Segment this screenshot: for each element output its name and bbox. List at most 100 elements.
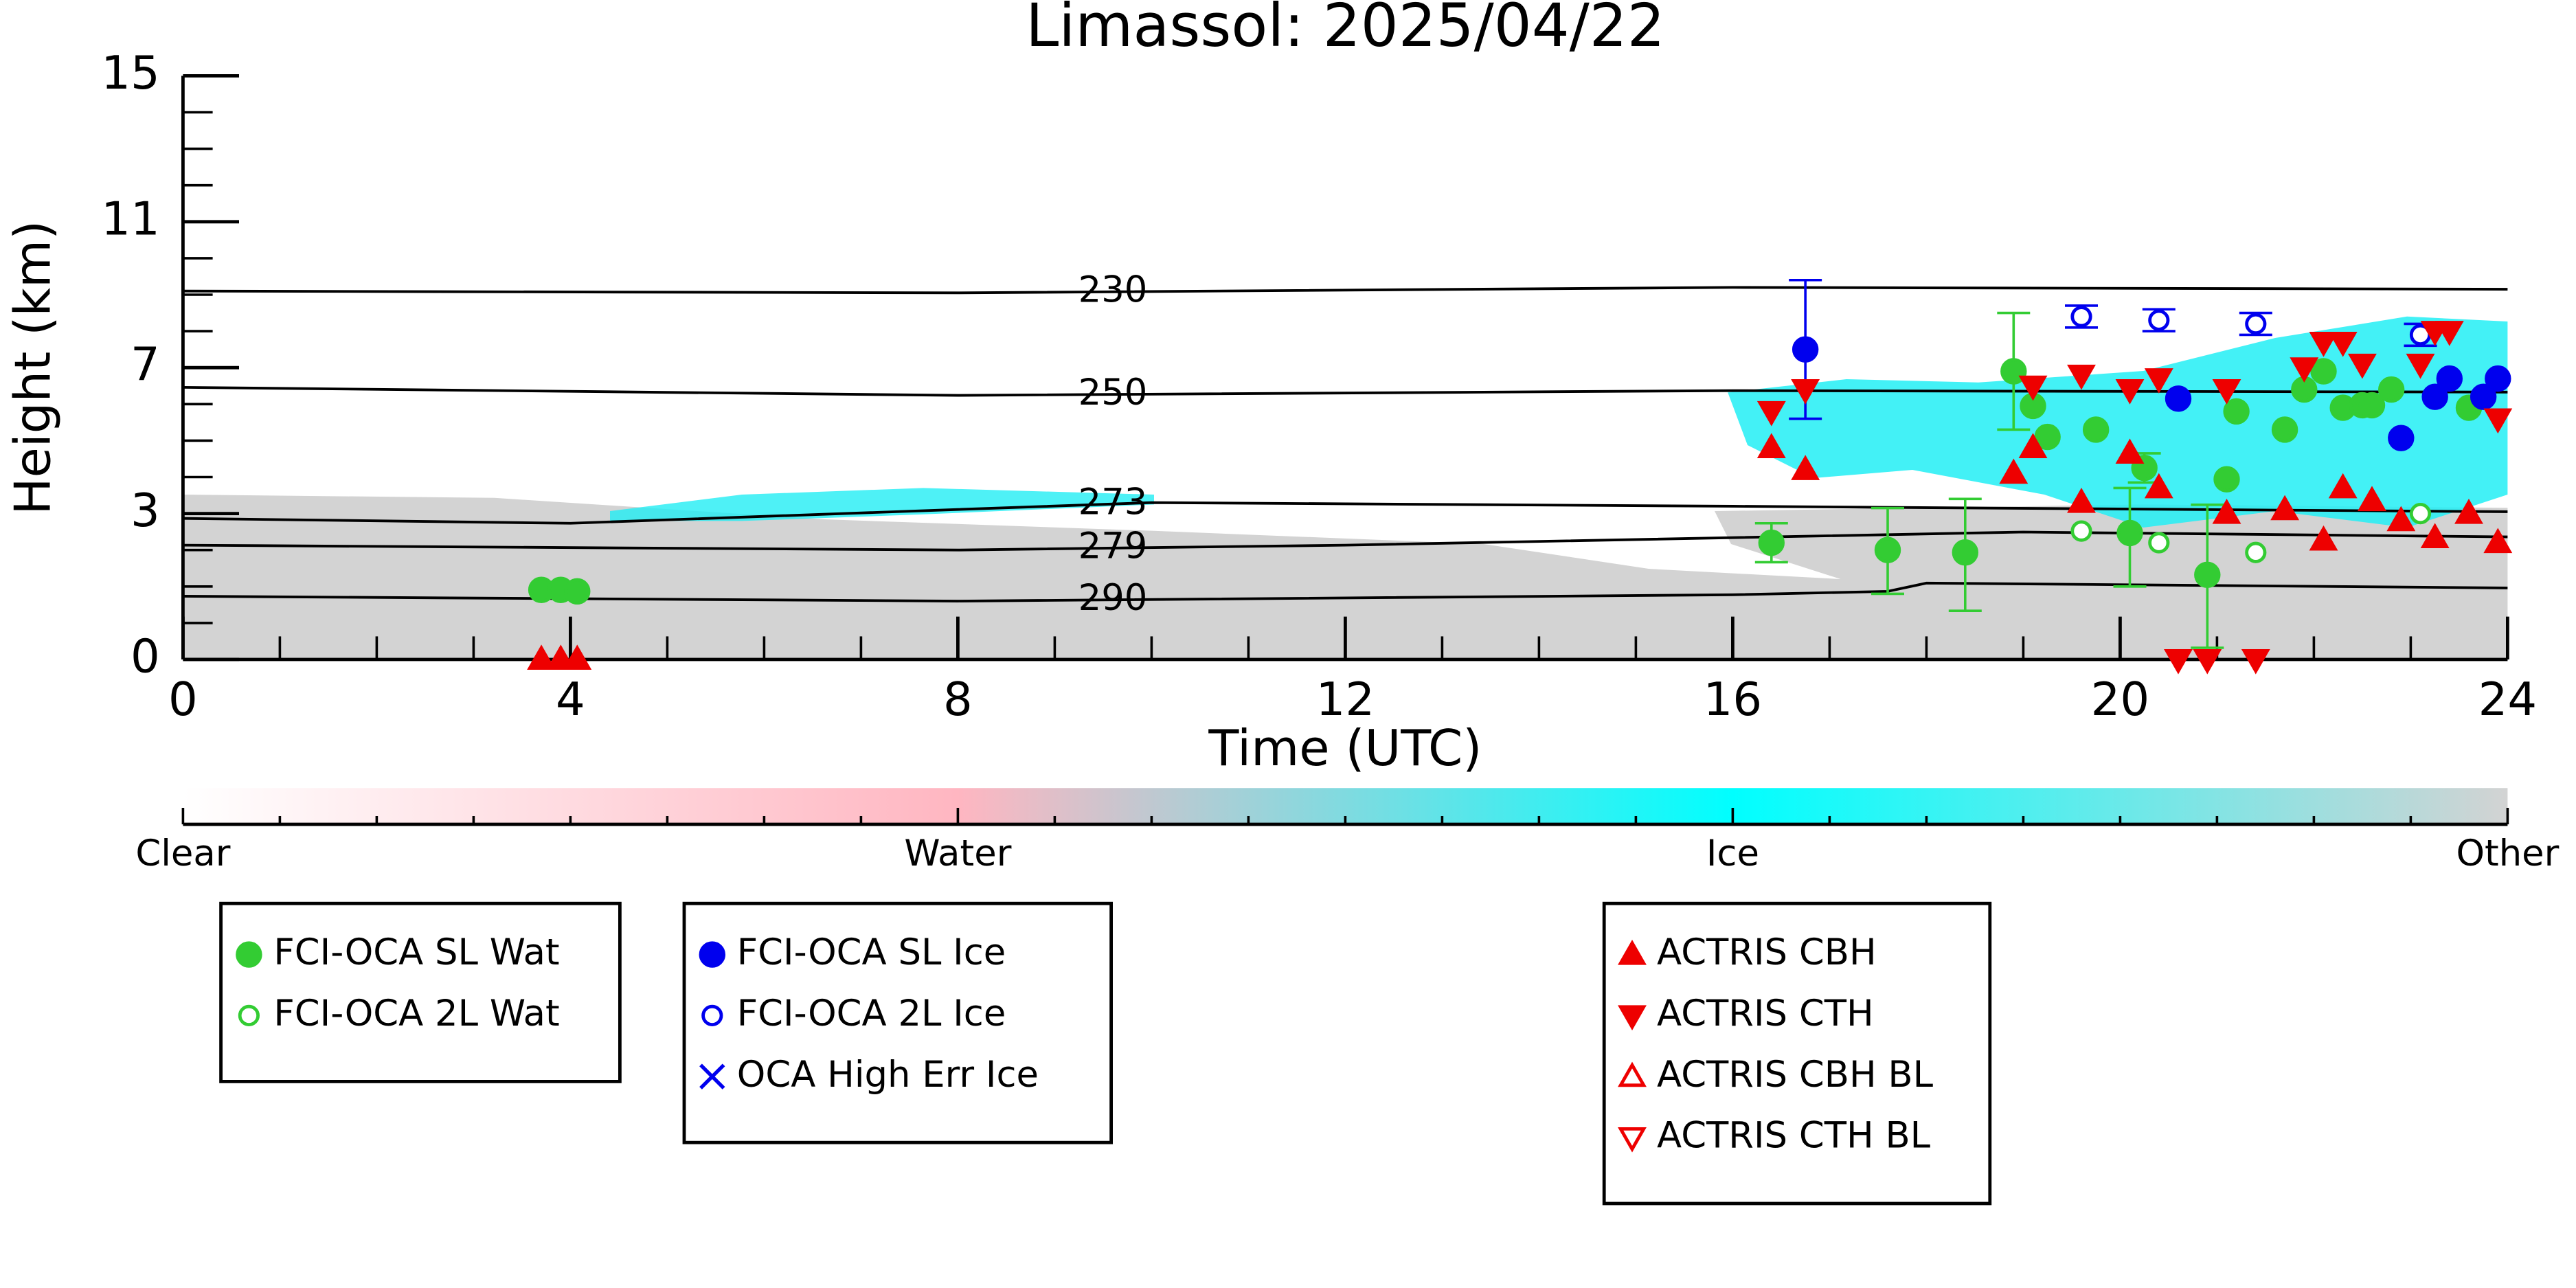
data-point	[2212, 498, 2241, 524]
x-tick-label: 16	[1704, 673, 1763, 726]
data-point	[2018, 375, 2048, 401]
data-point	[1756, 433, 1786, 459]
data-point	[2082, 416, 2110, 443]
data-point	[2386, 506, 2416, 532]
legend-label: FCI-OCA 2L Ice	[737, 993, 1006, 1035]
x-tick-label: 0	[168, 673, 198, 726]
data-point	[2070, 306, 2092, 328]
data-point	[2483, 528, 2513, 554]
contour-label: 273	[1078, 481, 1148, 523]
colorbar-label: Clear	[135, 833, 230, 874]
legend-marker	[699, 941, 725, 968]
data-point	[2245, 313, 2267, 335]
x-axis-label: Time (UTC)	[1208, 719, 1482, 777]
data-point	[1999, 458, 2029, 484]
y-axis-label: Height (km)	[3, 221, 61, 515]
data-point	[2148, 309, 2170, 331]
y-tick-label: 7	[131, 338, 160, 392]
data-point	[1791, 455, 1820, 480]
legend-label: ACTRIS CBH	[1657, 931, 1877, 973]
contour-line	[183, 385, 2508, 397]
data-point	[2483, 408, 2513, 434]
data-point	[2470, 383, 2497, 410]
data-point	[2213, 466, 2240, 493]
data-point	[2409, 503, 2432, 525]
legend-marker	[701, 1004, 723, 1026]
legend-label: ACTRIS CTH BL	[1657, 1115, 1931, 1157]
legend-box	[1602, 901, 1992, 1206]
y-tick-label: 11	[101, 192, 160, 245]
data-point	[2194, 561, 2221, 589]
contour-label: 250	[1078, 372, 1148, 414]
colorbar-label: Water	[904, 833, 1011, 874]
data-point	[2148, 532, 2170, 554]
data-point	[2420, 523, 2450, 548]
data-point	[2270, 495, 2300, 521]
data-point	[2347, 353, 2377, 379]
colorbar-label: Other	[2456, 833, 2559, 874]
x-tick-label: 12	[1316, 673, 1375, 726]
data-point	[2406, 353, 2435, 379]
data-point	[2070, 520, 2092, 542]
x-tick-label: 8	[943, 673, 973, 726]
legend-box	[219, 901, 622, 1083]
data-point	[2000, 358, 2027, 385]
data-point	[564, 578, 591, 605]
data-point	[2271, 416, 2298, 443]
data-point	[2434, 321, 2464, 346]
contour-line	[183, 530, 2508, 552]
legend-label: FCI-OCA SL Ice	[737, 931, 1006, 973]
legend-marker	[236, 941, 262, 968]
legend-marker	[238, 1004, 260, 1026]
data-point	[2193, 649, 2222, 675]
x-tick-label: 24	[2478, 673, 2538, 726]
data-point	[2454, 498, 2483, 524]
legend-label: OCA High Err Ice	[737, 1054, 1039, 1096]
data-point	[2436, 365, 2463, 392]
x-tick-label: 20	[2091, 673, 2150, 726]
data-point	[546, 644, 576, 670]
contour-line	[183, 501, 2508, 525]
data-point	[2358, 392, 2386, 419]
legend-label: ACTRIS CTH	[1657, 993, 1874, 1035]
legend-marker	[1618, 1061, 1647, 1087]
legend-marker	[1618, 1127, 1647, 1153]
x-tick-label: 4	[556, 673, 585, 726]
y-tick-label: 15	[101, 46, 160, 100]
data-point	[2290, 357, 2319, 383]
data-point	[2212, 379, 2241, 405]
data-point	[1792, 336, 1819, 363]
data-point	[563, 644, 592, 670]
data-point	[1952, 539, 1978, 566]
contour-label: 230	[1078, 269, 1148, 310]
legend-label: ACTRIS CBH BL	[1657, 1054, 1934, 1096]
y-tick-label: 3	[131, 484, 160, 537]
data-point	[2144, 473, 2173, 499]
data-point	[2144, 368, 2173, 394]
legend-marker	[1618, 1005, 1647, 1031]
contour-label: 290	[1078, 577, 1148, 619]
data-point	[2034, 423, 2061, 451]
data-point	[2115, 379, 2145, 405]
data-point	[2067, 364, 2096, 390]
data-point	[2164, 649, 2193, 675]
data-point	[1758, 529, 1785, 556]
contour-line	[183, 286, 2508, 295]
data-point	[2115, 438, 2145, 464]
data-point	[2116, 519, 2143, 547]
chart-title: Limassol: 2025/04/22	[1026, 0, 1665, 60]
data-point	[2485, 365, 2511, 392]
legend-marker	[1618, 939, 1647, 965]
data-point	[2328, 332, 2358, 357]
legend-label: FCI-OCA SL Wat	[273, 931, 559, 973]
data-point	[2223, 398, 2250, 425]
data-point	[2241, 649, 2270, 675]
data-point	[2245, 541, 2267, 563]
legend-label: FCI-OCA 2L Wat	[273, 993, 559, 1035]
data-point	[2358, 486, 2386, 512]
data-point	[1756, 400, 1786, 427]
data-point	[1874, 536, 1901, 563]
data-point	[2309, 525, 2338, 551]
data-point	[2388, 425, 2415, 451]
